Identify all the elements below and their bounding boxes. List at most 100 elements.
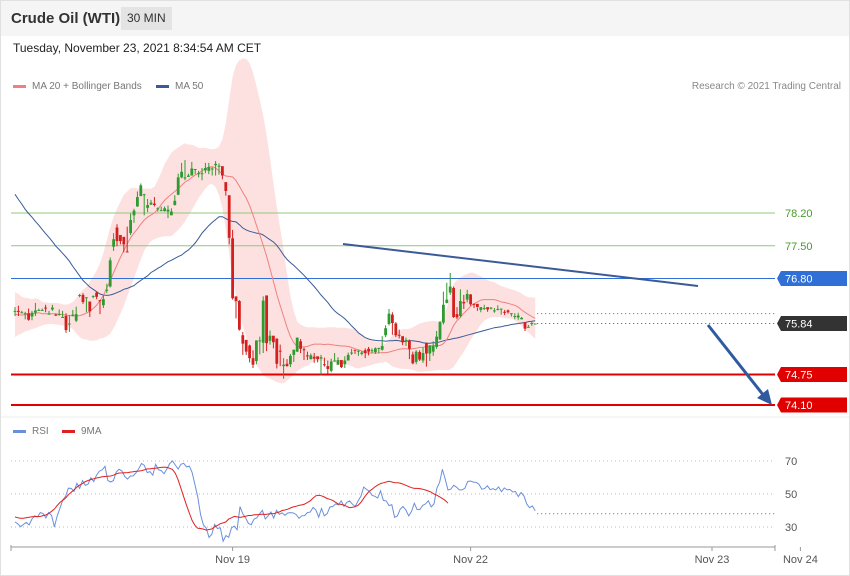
candle-body bbox=[448, 286, 452, 293]
candle-body bbox=[122, 236, 126, 245]
candle-body bbox=[299, 341, 302, 349]
x-tick-label: Nov 24 bbox=[783, 554, 818, 566]
candle-body bbox=[350, 352, 353, 354]
candle-body bbox=[176, 177, 180, 195]
candle-body bbox=[95, 292, 98, 297]
candle-body bbox=[47, 313, 51, 315]
candle-body bbox=[282, 364, 285, 367]
candle-body bbox=[367, 348, 370, 352]
candle-body bbox=[27, 313, 30, 320]
candle-body bbox=[278, 350, 282, 352]
candle-body bbox=[408, 340, 411, 349]
x-tick-label: Nov 19 bbox=[215, 554, 250, 566]
candle-body bbox=[289, 355, 292, 365]
level-tag-bg bbox=[777, 397, 847, 413]
candle-body bbox=[166, 209, 170, 212]
candle-body bbox=[231, 238, 234, 299]
candle-body bbox=[397, 334, 401, 336]
candle-body bbox=[13, 310, 17, 312]
candle-body bbox=[180, 171, 183, 178]
candle-body bbox=[149, 202, 153, 205]
candle-body bbox=[37, 309, 41, 311]
candle-body bbox=[370, 350, 374, 352]
candle-body bbox=[159, 210, 163, 212]
candle-body bbox=[272, 335, 275, 343]
level-tag-label: 76.80 bbox=[785, 274, 813, 286]
legend-ma50: MA 50 bbox=[156, 81, 203, 92]
candle-body bbox=[34, 310, 37, 313]
candle-body bbox=[496, 309, 500, 310]
candle-body bbox=[489, 307, 493, 309]
candle-body bbox=[238, 301, 241, 330]
candle-body bbox=[428, 345, 432, 354]
candle-body bbox=[455, 314, 459, 318]
legend-swatch-rsi bbox=[13, 430, 26, 433]
candle-body bbox=[125, 251, 129, 253]
candle-body bbox=[346, 354, 350, 361]
candle-body bbox=[462, 301, 466, 304]
legend-label-ma20: MA 20 + Bollinger Bands bbox=[32, 81, 142, 92]
candle-body bbox=[88, 301, 92, 312]
candle-body bbox=[115, 227, 119, 242]
candle-body bbox=[30, 312, 34, 317]
candle-body bbox=[275, 338, 279, 364]
candle-body bbox=[78, 294, 81, 296]
candle-body bbox=[54, 314, 58, 316]
candle-body bbox=[394, 323, 398, 336]
candle-body bbox=[486, 307, 489, 310]
candle-body bbox=[200, 173, 204, 175]
candle-body bbox=[17, 310, 20, 312]
timeframe-badge[interactable]: 30 MIN bbox=[121, 7, 172, 30]
candle-body bbox=[340, 360, 343, 368]
candle-body bbox=[224, 182, 228, 191]
candle-body bbox=[265, 295, 268, 344]
candle-body bbox=[465, 294, 469, 300]
candle-body bbox=[85, 297, 88, 299]
ma50-line bbox=[14, 194, 536, 344]
candle-body bbox=[309, 355, 313, 360]
candle-body bbox=[445, 299, 449, 303]
candle-body bbox=[527, 326, 530, 328]
candle-body bbox=[472, 303, 476, 305]
candle-body bbox=[384, 328, 387, 336]
candle-body bbox=[187, 175, 190, 177]
candle-body bbox=[401, 336, 404, 343]
candle-body bbox=[306, 355, 309, 357]
candle-body bbox=[452, 287, 455, 317]
candle-body bbox=[193, 168, 197, 170]
candle-body bbox=[248, 345, 251, 359]
candle-body bbox=[156, 208, 160, 210]
candle-body bbox=[119, 235, 122, 242]
candle-body bbox=[442, 304, 445, 323]
ma20-line bbox=[15, 166, 536, 354]
candle-body bbox=[329, 361, 333, 371]
candle-body bbox=[204, 168, 207, 171]
candle-body bbox=[493, 310, 496, 312]
level-tag: 74.10 bbox=[777, 397, 847, 413]
candle-body bbox=[183, 177, 187, 179]
level-label: 77.50 bbox=[785, 241, 813, 253]
candle-body bbox=[353, 349, 357, 351]
candle-body bbox=[170, 211, 173, 216]
rsi-axis-label: 50 bbox=[785, 489, 797, 501]
legend-rsi: RSI bbox=[13, 426, 49, 437]
candle-body bbox=[20, 312, 24, 314]
candle-body bbox=[374, 348, 377, 353]
candle-body bbox=[333, 360, 336, 362]
candle-body bbox=[516, 315, 520, 318]
candle-body bbox=[214, 163, 217, 166]
candle-body bbox=[323, 364, 326, 366]
candle-body bbox=[57, 314, 61, 316]
candle-body bbox=[357, 350, 360, 352]
trendline bbox=[342, 243, 699, 287]
forecast-arrow-line bbox=[706, 324, 766, 397]
candle-body bbox=[499, 308, 503, 310]
candle-body bbox=[207, 167, 211, 171]
candle-body bbox=[360, 352, 364, 354]
candle-body bbox=[132, 210, 136, 216]
rsi-ma-line bbox=[14, 466, 449, 531]
candle-body bbox=[336, 360, 340, 365]
candle-body bbox=[391, 314, 394, 324]
candle-body bbox=[163, 208, 166, 212]
